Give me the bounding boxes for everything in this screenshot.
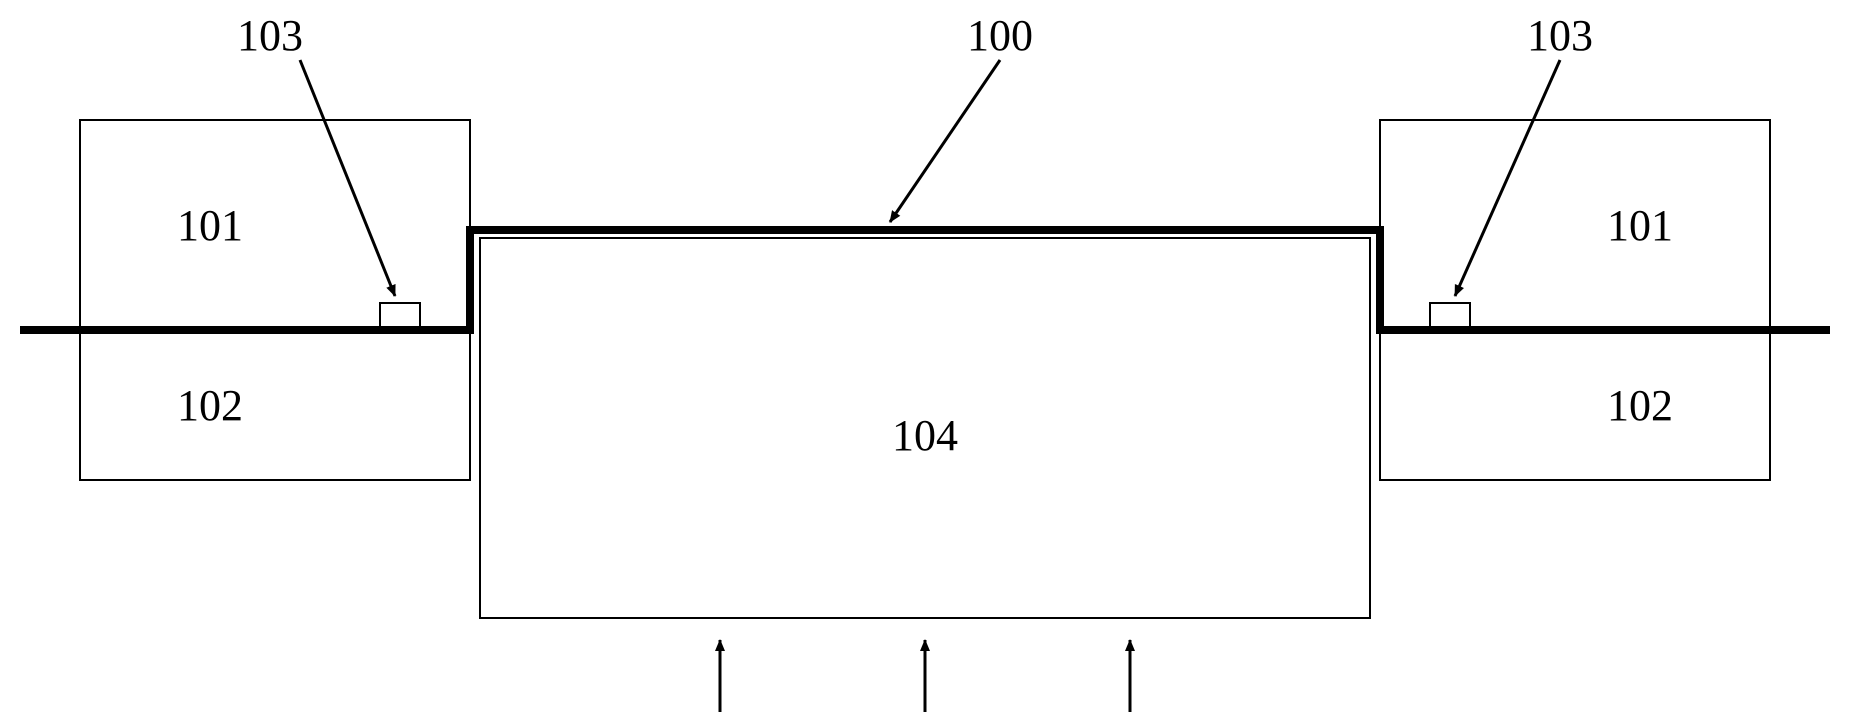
label-102-left: 102 <box>177 381 243 430</box>
box-101-right <box>1380 120 1770 330</box>
label-100: 100 <box>967 11 1033 60</box>
label-103-right: 103 <box>1527 11 1593 60</box>
technical-diagram: 100 103 103 101 101 102 102 104 <box>0 0 1850 720</box>
notch-103-left <box>380 303 420 330</box>
box-102-right <box>1380 330 1770 480</box>
notch-103-right <box>1430 303 1470 330</box>
box-101-left <box>80 120 470 330</box>
pointer-arrow-103-right <box>1455 60 1560 296</box>
pointer-arrow-100 <box>890 60 1000 222</box>
up-arrows-group <box>720 640 1130 712</box>
label-103-left: 103 <box>237 11 303 60</box>
label-101-right: 101 <box>1607 201 1673 250</box>
pointer-arrow-103-left <box>300 60 395 296</box>
label-104: 104 <box>892 411 958 460</box>
profile-line-100 <box>20 230 1830 330</box>
label-102-right: 102 <box>1607 381 1673 430</box>
box-102-left <box>80 330 470 480</box>
label-101-left: 101 <box>177 201 243 250</box>
